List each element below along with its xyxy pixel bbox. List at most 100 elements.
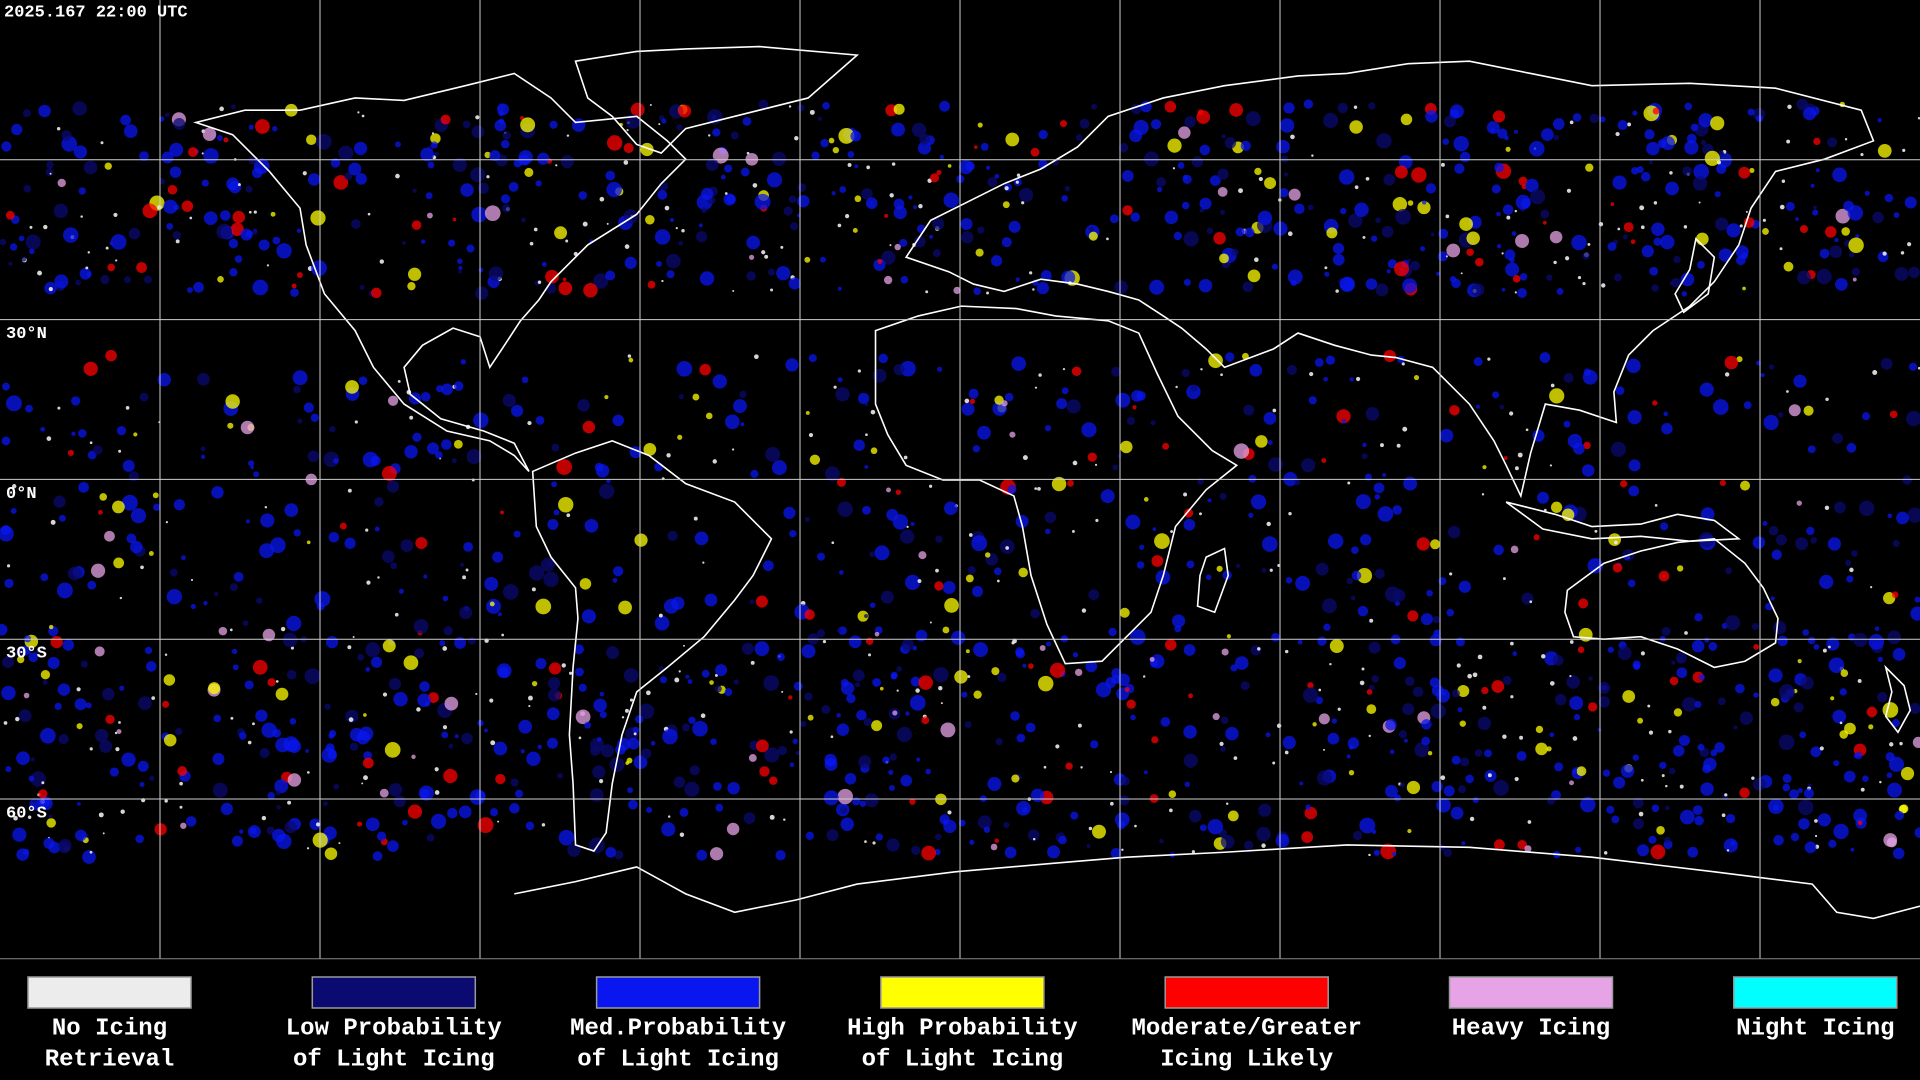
icing-cell [666,453,671,458]
icing-cell [59,514,66,522]
icing-cell [293,529,301,537]
icing-cell [460,562,465,567]
icing-cell [934,581,944,591]
icing-cell [9,243,18,251]
icing-cell [1276,723,1282,728]
icing-cell [1360,534,1372,546]
icing-cell [874,631,880,637]
icing-cell [1678,734,1690,746]
icing-cell [868,653,871,657]
icing-cell [489,601,495,607]
icing-cell [1323,112,1339,129]
icing-cell [179,781,183,786]
icing-cell [306,771,310,774]
icing-cell [1550,383,1555,388]
icing-cell [1675,652,1687,664]
icing-cell [1216,565,1223,572]
icing-cell [157,205,162,210]
icing-cell [1271,632,1280,642]
icing-cell [1795,217,1799,221]
icing-cell [387,395,399,406]
icing-cell [558,281,573,296]
icing-cell [407,804,423,819]
icing-cell [626,757,633,764]
icing-cell [654,615,670,631]
icing-cell [1178,126,1191,139]
icing-cell [1445,255,1448,258]
icing-cell [612,414,625,427]
icing-cell [1039,645,1046,651]
icing-cell [1721,813,1726,818]
legend-swatch [27,976,192,1009]
icing-cell [1714,191,1721,198]
icing-cell [1288,188,1301,201]
icing-cell [525,821,535,831]
icing-cell [1281,155,1289,163]
icing-cell [1399,782,1405,788]
icing-cell [89,441,93,445]
icing-cell [1695,232,1709,246]
icing-cell [1669,676,1679,686]
icing-cell [919,133,931,145]
icing-cell [21,256,27,262]
icing-cell [1841,227,1850,236]
icing-cell [537,280,542,284]
icing-cell [113,557,125,569]
icing-cell [965,574,974,583]
icing-cell [475,115,480,120]
coastlines [196,47,1920,919]
icing-cell [1088,231,1098,241]
graticule [0,0,1920,960]
icing-cell [676,360,693,377]
icing-cell [1186,560,1195,569]
icing-cell [89,747,93,751]
icing-cell [893,103,905,115]
icing-cell [1466,231,1480,246]
icing-cell [1910,606,1920,621]
icing-cell [1512,275,1521,283]
icing-cell [54,702,62,711]
icing-cell [1283,172,1289,177]
icing-cell [1066,399,1081,414]
icing-cell [145,661,157,672]
icing-cell [1261,536,1278,552]
icing-cell [1092,824,1106,839]
icing-cell [1044,511,1057,524]
icing-cell [628,799,638,810]
icing-cell [1351,546,1359,554]
icing-cell [1665,181,1679,196]
icing-cell [1346,754,1351,759]
icing-cell [57,683,71,696]
icing-cell [623,668,639,683]
icing-cell [67,449,74,457]
icing-cell [1782,783,1791,792]
icing-cell [1308,396,1317,405]
icing-cell [780,245,784,249]
icing-cell [102,687,115,701]
icing-cell [115,259,118,262]
icing-cell [1032,288,1035,291]
icing-cell [40,573,49,582]
icing-cell [244,680,254,690]
icing-cell [166,588,183,605]
icing-cell [347,488,352,493]
icing-cell [1516,750,1527,762]
icing-cell [1912,736,1920,749]
icing-cell [1385,784,1398,798]
icing-cell [1272,408,1277,413]
icing-cell [164,653,168,656]
icing-cell [1892,847,1905,860]
icing-cell [886,487,891,493]
icing-cell [1637,717,1644,724]
icing-cell [1392,851,1397,857]
icing-cell [359,284,365,290]
icing-cell [1546,746,1552,752]
icing-cell [274,779,289,794]
icing-cell [1191,156,1204,168]
icing-cell [1383,349,1396,363]
icing-cell [23,184,32,193]
icing-cell [92,445,103,455]
icing-cell [1422,200,1427,205]
icing-cell [994,173,1000,179]
icing-cell [181,200,194,212]
